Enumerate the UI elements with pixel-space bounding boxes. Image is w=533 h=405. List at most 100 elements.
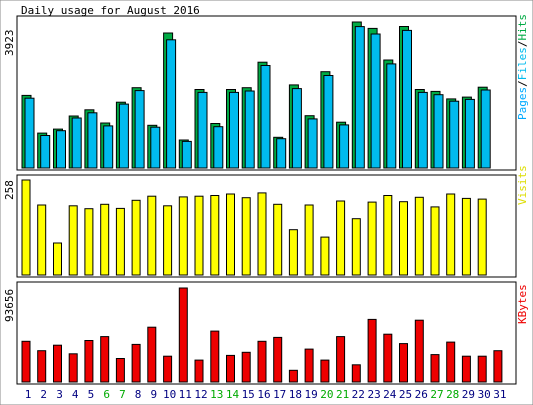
visits-bar bbox=[241, 197, 251, 276]
visits-panel: 258 Visits bbox=[3, 165, 529, 278]
hits-max-label: 3923 bbox=[3, 30, 16, 57]
kbytes-bar bbox=[131, 343, 141, 383]
visits-max-label: 258 bbox=[3, 180, 16, 200]
day-label: 12 bbox=[194, 388, 207, 401]
day-label: 1 bbox=[25, 388, 32, 401]
day-label: 6 bbox=[103, 388, 110, 401]
visits-bar bbox=[430, 206, 440, 276]
visits-bar bbox=[178, 196, 188, 276]
day-label: 11 bbox=[179, 388, 192, 401]
visits-bar bbox=[273, 203, 283, 276]
visits-bar bbox=[383, 195, 393, 276]
files-bar bbox=[134, 90, 145, 169]
day-label: 3 bbox=[56, 388, 63, 401]
visits-bar bbox=[461, 197, 471, 276]
kbytes-bar bbox=[178, 287, 188, 383]
kbytes-bar bbox=[336, 336, 346, 383]
pages-files-hits-axis-label: Pages/Files/Hits bbox=[516, 14, 529, 120]
files-bar bbox=[87, 112, 98, 169]
kbytes-bar bbox=[84, 340, 94, 383]
visits-bar bbox=[320, 236, 330, 276]
kbytes-bar bbox=[493, 350, 503, 383]
axis-label-hits: Hits bbox=[516, 14, 529, 41]
day-label: 4 bbox=[72, 388, 79, 401]
files-bar bbox=[480, 89, 491, 169]
kbytes-max-label: 93656 bbox=[3, 289, 16, 322]
kbytes-bar bbox=[320, 359, 330, 383]
visits-bar bbox=[446, 193, 456, 276]
files-bar bbox=[56, 130, 66, 169]
files-bar bbox=[118, 103, 129, 169]
kbytes-bar bbox=[446, 341, 456, 383]
files-bar bbox=[449, 100, 460, 169]
kbytes-panel: 93656 KBytes bbox=[3, 281, 529, 385]
files-bar bbox=[197, 91, 208, 169]
day-label: 16 bbox=[257, 388, 270, 401]
visits-bar bbox=[115, 207, 125, 276]
day-label: 23 bbox=[367, 388, 380, 401]
files-bar bbox=[291, 88, 302, 169]
kbytes-bar bbox=[257, 340, 267, 383]
axis-label-files: Files bbox=[516, 47, 529, 80]
visits-axis-label: Visits bbox=[516, 165, 529, 205]
day-label: 22 bbox=[352, 388, 365, 401]
kbytes-axis-label: KBytes bbox=[516, 284, 529, 324]
visits-bar bbox=[226, 193, 235, 276]
files-bar bbox=[150, 126, 161, 169]
kbytes-bar bbox=[163, 355, 173, 383]
files-bar bbox=[40, 135, 51, 169]
files-bar bbox=[71, 117, 82, 169]
visits-bar bbox=[84, 208, 94, 276]
day-label: 15 bbox=[242, 388, 255, 401]
kbytes-bar bbox=[273, 336, 283, 383]
visits-bar bbox=[53, 242, 62, 276]
files-bar bbox=[417, 91, 428, 169]
kbytes-bar bbox=[288, 369, 298, 383]
hits-bars bbox=[21, 21, 491, 169]
visits-bar bbox=[257, 192, 267, 276]
files-bar bbox=[276, 138, 287, 169]
visits-bar bbox=[100, 203, 110, 276]
kbytes-bar bbox=[461, 355, 471, 383]
day-label: 25 bbox=[399, 388, 412, 401]
day-label: 30 bbox=[478, 388, 491, 401]
visits-bar bbox=[21, 179, 31, 276]
day-label: 29 bbox=[462, 388, 475, 401]
files-bar bbox=[323, 75, 334, 169]
day-label: 28 bbox=[446, 388, 459, 401]
day-label: 24 bbox=[383, 388, 397, 401]
day-label: 5 bbox=[88, 388, 95, 401]
files-bar bbox=[339, 124, 350, 169]
day-label: 13 bbox=[210, 388, 223, 401]
visits-bar bbox=[414, 196, 424, 276]
kbytes-bar bbox=[351, 364, 361, 383]
visits-bar bbox=[288, 229, 298, 276]
files-bar bbox=[244, 90, 255, 169]
visits-bar bbox=[68, 205, 78, 276]
visits-bar bbox=[399, 201, 408, 276]
kbytes-bar bbox=[430, 354, 440, 383]
day-label: 9 bbox=[150, 388, 157, 401]
day-label: 26 bbox=[415, 388, 428, 401]
kbytes-bar bbox=[241, 351, 251, 383]
day-label: 2 bbox=[40, 388, 47, 401]
visits-bar bbox=[304, 204, 314, 276]
visits-bar bbox=[37, 204, 47, 276]
visits-bar bbox=[477, 198, 487, 276]
kbytes-bar bbox=[68, 353, 78, 383]
kbytes-bar bbox=[53, 344, 62, 383]
kbytes-bar bbox=[210, 330, 220, 383]
axis-label-separator-1: / bbox=[516, 80, 529, 87]
files-bar bbox=[354, 26, 365, 169]
kbytes-bars bbox=[21, 287, 503, 383]
visits-bar bbox=[131, 199, 141, 276]
day-label: 10 bbox=[163, 388, 176, 401]
day-label: 31 bbox=[493, 388, 506, 401]
kbytes-bar bbox=[414, 319, 424, 383]
files-bar bbox=[433, 94, 444, 169]
files-bar bbox=[386, 63, 397, 169]
kbytes-bar bbox=[399, 343, 408, 383]
kbytes-bar bbox=[115, 358, 125, 383]
visits-bar bbox=[147, 195, 157, 276]
